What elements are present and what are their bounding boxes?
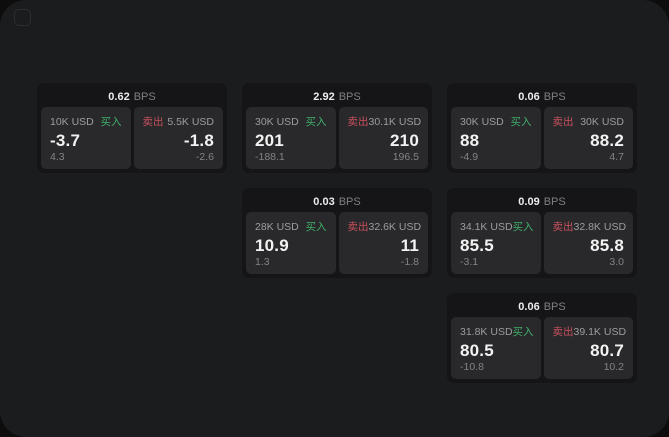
buy-label: 买入 (305, 116, 327, 128)
quote-card: 0.06 BPS 30K USD 买入 88 -4.9 卖出 30K USD (447, 83, 637, 173)
quote-panels: 34.1K USD 买入 85.5 -3.1 卖出 32.8K USD 85.8… (447, 212, 637, 278)
quote-card: 0.62 BPS 10K USD 买入 -3.7 4.3 卖出 5.5K USD (37, 83, 227, 173)
sell-label: 卖出 (347, 116, 369, 128)
sell-sub-value: -1.8 (400, 256, 419, 268)
sell-panel[interactable]: 卖出 32.8K USD 85.8 3.0 (543, 212, 633, 274)
buy-price: 10.9 (255, 236, 289, 255)
sell-label: 卖出 (552, 116, 574, 128)
sell-panel[interactable]: 卖出 30K USD 88.2 4.7 (543, 107, 633, 169)
buy-price: -3.7 (50, 131, 81, 150)
buy-panel[interactable]: 10K USD 买入 -3.7 4.3 (41, 107, 131, 169)
quote-card: 2.92 BPS 30K USD 买入 201 -188.1 卖出 30.1K … (242, 83, 432, 173)
bps-value: 0.06 (518, 300, 540, 313)
sell-size: 30.1K USD (368, 116, 422, 128)
sell-price: 210 (390, 131, 419, 150)
buy-size: 28K USD (255, 221, 299, 233)
bps-unit: BPS (543, 195, 566, 208)
sell-panel[interactable]: 卖出 30.1K USD 210 196.5 (338, 107, 428, 169)
buy-label: 买入 (512, 221, 534, 233)
buy-price: 201 (255, 131, 284, 150)
buy-size: 30K USD (460, 116, 504, 128)
sell-label: 卖出 (552, 326, 574, 338)
sell-label: 卖出 (552, 221, 574, 233)
buy-panel[interactable]: 31.8K USD 买入 80.5 -10.8 (451, 317, 541, 379)
buy-sub-value: -10.8 (460, 361, 484, 373)
bps-value: 2.92 (313, 90, 335, 103)
quote-card: 0.03 BPS 28K USD 买入 10.9 1.3 卖出 32.6K US… (242, 188, 432, 278)
buy-sub-value: -4.9 (460, 151, 479, 163)
bps-header: 2.92 BPS (242, 83, 432, 107)
sell-size: 39.1K USD (573, 326, 627, 338)
bps-header: 0.09 BPS (447, 188, 637, 212)
quote-card: 0.09 BPS 34.1K USD 买入 85.5 -3.1 卖出 32.8K… (447, 188, 637, 278)
buy-panel[interactable]: 28K USD 买入 10.9 1.3 (246, 212, 336, 274)
bps-value: 0.03 (313, 195, 335, 208)
sell-size: 32.6K USD (368, 221, 422, 233)
buy-price: 85.5 (460, 236, 494, 255)
sell-sub-value: 196.5 (392, 151, 419, 163)
sell-label: 卖出 (347, 221, 369, 233)
buy-label: 买入 (510, 116, 532, 128)
sell-label: 卖出 (142, 116, 164, 128)
bps-unit: BPS (133, 90, 156, 103)
sell-panel[interactable]: 卖出 5.5K USD -1.8 -2.6 (133, 107, 223, 169)
buy-price: 88 (460, 131, 480, 150)
sell-panel[interactable]: 卖出 39.1K USD 80.7 10.2 (543, 317, 633, 379)
buy-panel[interactable]: 30K USD 买入 88 -4.9 (451, 107, 541, 169)
buy-sub-value: -188.1 (255, 151, 285, 163)
sell-price: 85.8 (590, 236, 624, 255)
sell-sub-value: 4.7 (609, 151, 624, 163)
buy-panel[interactable]: 34.1K USD 买入 85.5 -3.1 (451, 212, 541, 274)
bps-value: 0.06 (518, 90, 540, 103)
buy-sub-value: 1.3 (255, 256, 270, 268)
bps-header: 0.03 BPS (242, 188, 432, 212)
bps-unit: BPS (338, 195, 361, 208)
sell-sub-value: 3.0 (609, 256, 624, 268)
bps-unit: BPS (338, 90, 361, 103)
quote-panels: 31.8K USD 买入 80.5 -10.8 卖出 39.1K USD 80.… (447, 317, 637, 383)
bps-unit: BPS (543, 300, 566, 313)
quote-panels: 10K USD 买入 -3.7 4.3 卖出 5.5K USD -1.8 -2.… (37, 107, 227, 173)
buy-label: 买入 (305, 221, 327, 233)
bps-header: 0.62 BPS (37, 83, 227, 107)
bps-value: 0.09 (518, 195, 540, 208)
buy-size: 10K USD (50, 116, 94, 128)
sell-price: 80.7 (590, 341, 624, 360)
bps-value: 0.62 (108, 90, 130, 103)
sell-sub-value: -2.6 (195, 151, 214, 163)
sell-size: 32.8K USD (573, 221, 627, 233)
buy-sub-value: 4.3 (50, 151, 65, 163)
buy-sub-value: -3.1 (460, 256, 479, 268)
buy-price: 80.5 (460, 341, 494, 360)
buy-panel[interactable]: 30K USD 买入 201 -188.1 (246, 107, 336, 169)
sell-price: -1.8 (183, 131, 214, 150)
buy-size: 30K USD (255, 116, 299, 128)
quotes-grid: 0.62 BPS 10K USD 买入 -3.7 4.3 卖出 5.5K USD (37, 83, 637, 383)
quote-card: 0.06 BPS 31.8K USD 买入 80.5 -10.8 卖出 39.1… (447, 293, 637, 383)
app-logo-icon[interactable] (14, 9, 31, 26)
sell-price: 11 (400, 236, 419, 255)
buy-label: 买入 (512, 326, 534, 338)
quote-panels: 30K USD 买入 201 -188.1 卖出 30.1K USD 210 1… (242, 107, 432, 173)
buy-label: 买入 (100, 116, 122, 128)
bps-header: 0.06 BPS (447, 293, 637, 317)
sell-panel[interactable]: 卖出 32.6K USD 11 -1.8 (338, 212, 428, 274)
buy-size: 34.1K USD (460, 221, 513, 233)
buy-size: 31.8K USD (460, 326, 513, 338)
sell-size: 30K USD (580, 116, 624, 128)
sell-size: 5.5K USD (167, 116, 214, 128)
bps-header: 0.06 BPS (447, 83, 637, 107)
quote-panels: 30K USD 买入 88 -4.9 卖出 30K USD 88.2 4.7 (447, 107, 637, 173)
bps-unit: BPS (543, 90, 566, 103)
quote-panels: 28K USD 买入 10.9 1.3 卖出 32.6K USD 11 -1.8 (242, 212, 432, 278)
sell-price: 88.2 (590, 131, 624, 150)
sell-sub-value: 10.2 (603, 361, 624, 373)
